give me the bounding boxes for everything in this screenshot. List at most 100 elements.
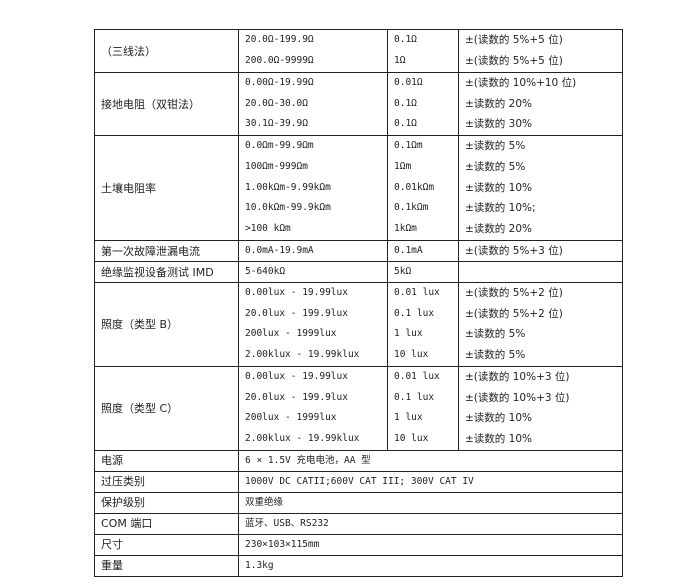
accuracy-value: ±(读数的 5%+5 位) [465, 34, 563, 47]
measurement-row: 土壤电阻率 0.0Ωm-99.9Ωm 100Ωm-999Ωm 1.00kΩm-9.99… [94, 135, 623, 242]
range-value: 0.0mA-19.9mA [245, 245, 314, 257]
resolution-cell: 0.01 lux 0.1 lux 1 lux 10 lux [387, 282, 459, 367]
resolution-cell: 0.01 lux 0.1 lux 1 lux 10 lux [387, 365, 459, 451]
resolution-cell: 0.1Ω 1Ω [387, 29, 459, 73]
range-value: 0.00Ω-19.99Ω [245, 77, 314, 88]
measurement-label: 绝缘监视设备测试 IMD [94, 261, 239, 284]
resolution-value: 0.1 lux [394, 307, 435, 319]
range-value: 100Ωm-999Ωm [245, 161, 308, 173]
measurement-label: 照度（类型 C） [94, 365, 239, 451]
spec-label: 保护级别 [94, 491, 239, 514]
accuracy-value: ±(读数的 10%+3 位) [465, 391, 570, 404]
range-value: 200.0Ω-9999Ω [245, 55, 314, 66]
range-value: 5-640kΩ [245, 266, 286, 278]
resolution-value: 0.1Ω [394, 97, 417, 109]
resolution-value: 0.01 lux [394, 287, 440, 299]
accuracy-cell: ±(读数的 5%+3 位) [458, 240, 623, 263]
accuracy-value: ±读数的 10%; [465, 202, 536, 215]
spec-value: 1.3kg [238, 554, 623, 577]
measurement-label: 照度（类型 B） [94, 282, 239, 367]
accuracy-value: ±读数的 5% [465, 140, 526, 153]
accuracy-value: ±读数的 20% [465, 97, 532, 110]
spec-value: 1000V DC CATII;600V CAT III; 300V CAT IV [238, 470, 623, 493]
accuracy-value: ±(读数的 5%+2 位) [465, 287, 563, 300]
range-value: 20.0lux - 199.9lux [245, 307, 348, 319]
measurement-row: 接地电阻（双钳法） 0.00Ω-19.99Ω 20.0Ω-30.0Ω 30.1Ω-39… [94, 71, 623, 137]
spec-row: 尺寸 230×103×115mm [94, 533, 623, 556]
measurement-label: 第一次故障泄漏电流 [94, 240, 239, 263]
accuracy-value: ±读数的 20% [465, 223, 532, 236]
range-value: 0.00lux - 19.99lux [245, 370, 348, 382]
spec-value: 6 × 1.5V 充电电池，AA 型 [238, 449, 623, 472]
range-value: 2.00klux - 19.99klux [245, 349, 360, 361]
measurement-row: 照度（类型 C） 0.00lux - 19.99lux 20.0lux - 199.… [94, 365, 623, 451]
resolution-value: 1 lux [394, 328, 423, 340]
resolution-value: 5kΩ [394, 266, 412, 278]
accuracy-value: ±读数的 5% [465, 349, 526, 362]
resolution-value: 0.01Ω [394, 77, 423, 88]
resolution-value: 0.1Ω [394, 118, 417, 130]
resolution-cell: 5kΩ [387, 261, 459, 284]
range-value: 2.00klux - 19.99klux [245, 432, 360, 444]
resolution-value: 0.1mA [394, 245, 423, 257]
resolution-value: 1Ωm [394, 161, 412, 173]
resolution-value: 0.1Ωm [394, 140, 423, 152]
measurement-label: （三线法） [94, 29, 239, 73]
accuracy-value: ±(读数的 5%+5 位) [465, 55, 563, 67]
accuracy-value: ±读数的 10% [465, 181, 532, 194]
range-value: >100 kΩm [245, 223, 291, 235]
spec-label: 重量 [94, 554, 239, 577]
accuracy-cell: ±(读数的 10%+3 位) ±(读数的 10%+3 位) ±读数的 10% ±读数的… [458, 365, 623, 451]
range-cell: 0.0mA-19.9mA [238, 240, 388, 263]
measurement-row: 绝缘监视设备测试 IMD 5-640kΩ 5kΩ [94, 261, 623, 284]
resolution-value: 0.01kΩm [394, 181, 435, 193]
spec-value: 蓝牙、USB、RS232 [238, 512, 623, 535]
range-value: 20.0lux - 199.9lux [245, 391, 348, 403]
accuracy-value: ±(读数的 5%+3 位) [465, 245, 563, 258]
resolution-value: 0.01 lux [394, 370, 440, 382]
accuracy-cell: ±(读数的 10%+10 位) ±读数的 20% ±读数的 30% [458, 71, 623, 137]
accuracy-cell: ±读数的 5% ±读数的 5% ±读数的 10% ±读数的 10%; ±读数的 20% [458, 135, 623, 242]
accuracy-value [465, 263, 622, 282]
range-cell: 0.00lux - 19.99lux 20.0lux - 199.9lux 200l… [238, 365, 388, 451]
accuracy-value: ±读数的 30% [465, 118, 532, 131]
accuracy-value: ±读数的 5% [465, 161, 526, 174]
accuracy-value: ±(读数的 10%+10 位) [465, 77, 577, 89]
spec-label: 电源 [94, 449, 239, 472]
spec-row: COM 端口 蓝牙、USB、RS232 [94, 512, 623, 535]
resolution-value: 10 lux [394, 349, 429, 361]
resolution-value: 0.1 lux [394, 391, 435, 403]
range-value: 20.0Ω-30.0Ω [245, 97, 308, 109]
spec-label: COM 端口 [94, 512, 239, 535]
range-value: 20.0Ω-199.9Ω [245, 34, 314, 46]
measurement-row: 照度（类型 B） 0.00lux - 19.99lux 20.0lux - 199.… [94, 282, 623, 367]
spec-value: 230×103×115mm [238, 533, 623, 556]
spec-label: 过压类别 [94, 470, 239, 493]
spec-value: 双重绝缘 [238, 491, 623, 514]
resolution-value: 1Ω [394, 55, 406, 66]
accuracy-cell: ±(读数的 5%+5 位) ±(读数的 5%+5 位) [458, 29, 623, 73]
range-value: 1.00kΩm-9.99kΩm [245, 181, 331, 193]
spec-label: 尺寸 [94, 533, 239, 556]
resolution-cell: 0.01Ω 0.1Ω 0.1Ω [387, 71, 459, 137]
range-cell: 0.00Ω-19.99Ω 20.0Ω-30.0Ω 30.1Ω-39.9Ω [238, 71, 388, 137]
accuracy-cell: ±(读数的 5%+2 位) ±(读数的 5%+2 位) ±读数的 5% ±读数的 5% [458, 282, 623, 367]
spec-row: 保护级别 双重绝缘 [94, 491, 623, 514]
accuracy-value: ±(读数的 5%+2 位) [465, 307, 563, 320]
resolution-value: 1kΩm [394, 223, 417, 235]
resolution-cell: 0.1Ωm 1Ωm 0.01kΩm 0.1kΩm 1kΩm [387, 135, 459, 242]
accuracy-value: ±读数的 10% [465, 432, 532, 445]
range-cell: 20.0Ω-199.9Ω 200.0Ω-9999Ω [238, 29, 388, 73]
spec-row: 重量 1.3kg [94, 554, 623, 577]
spec-row: 电源 6 × 1.5V 充电电池，AA 型 [94, 449, 623, 472]
measurement-row: 第一次故障泄漏电流 0.0mA-19.9mA 0.1mA ±(读数的 5%+3 位) [94, 240, 623, 263]
accuracy-value: ±读数的 5% [465, 328, 526, 341]
measurement-label: 土壤电阻率 [94, 135, 239, 242]
spec-table: （三线法） 20.0Ω-199.9Ω 200.0Ω-9999Ω 0.1Ω 1Ω ±(读数的… [94, 29, 623, 577]
accuracy-cell [458, 261, 623, 284]
range-cell: 0.0Ωm-99.9Ωm 100Ωm-999Ωm 1.00kΩm-9.99kΩm 10… [238, 135, 388, 242]
spec-row: 过压类别 1000V DC CATII;600V CAT III; 300V CA… [94, 470, 623, 493]
range-value: 200lux - 1999lux [245, 328, 337, 340]
range-value: 200lux - 1999lux [245, 412, 337, 424]
measurement-label: 接地电阻（双钳法） [94, 71, 239, 137]
